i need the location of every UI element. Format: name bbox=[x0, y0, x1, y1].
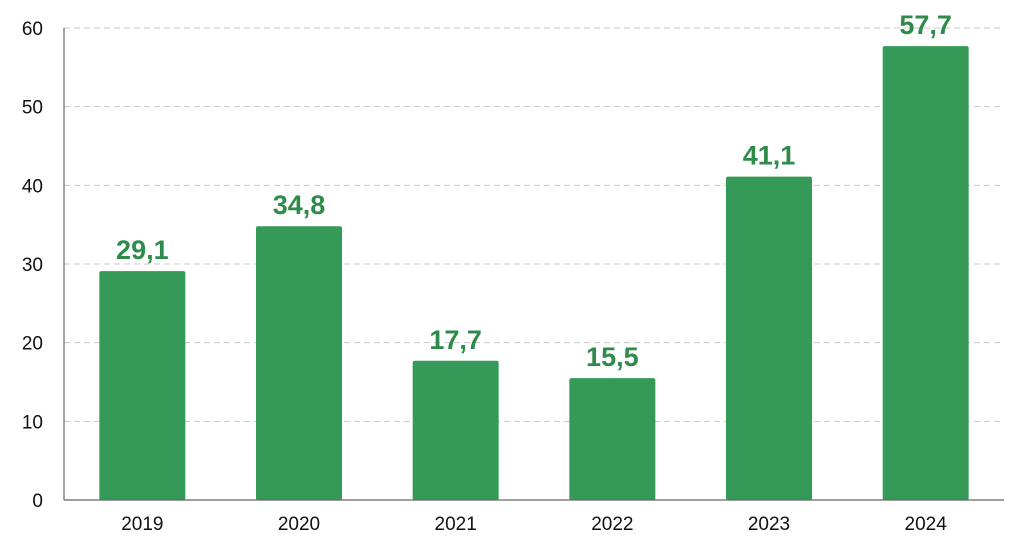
x-tick-label: 2022 bbox=[591, 514, 633, 535]
data-label: 41,1 bbox=[743, 141, 796, 171]
data-labels: 29,1 34,8 17,7 15,5 41,1 57,7 bbox=[116, 10, 952, 372]
x-tick-labels: 2019 2020 2021 2022 2023 2024 bbox=[121, 514, 947, 535]
bar-2019 bbox=[99, 271, 186, 500]
axes bbox=[63, 28, 1004, 501]
data-label: 15,5 bbox=[586, 342, 639, 372]
y-tick-label: 30 bbox=[22, 255, 43, 276]
x-tick-label: 2023 bbox=[748, 514, 790, 535]
x-tick-label: 2024 bbox=[905, 514, 948, 535]
bar-2021 bbox=[412, 360, 499, 500]
data-label: 17,7 bbox=[429, 325, 482, 355]
gridlines bbox=[64, 27, 1004, 422]
x-tick-label: 2020 bbox=[278, 514, 320, 535]
bar-2023 bbox=[726, 176, 812, 500]
y-tick-label: 0 bbox=[32, 491, 43, 512]
y-tick-label: 20 bbox=[22, 334, 43, 355]
data-label: 34,8 bbox=[273, 190, 326, 220]
bar-2020 bbox=[256, 226, 342, 501]
y-tick-label: 50 bbox=[22, 98, 43, 119]
bars bbox=[99, 46, 969, 501]
x-tick-label: 2019 bbox=[121, 514, 163, 535]
x-tick-label: 2021 bbox=[435, 514, 477, 535]
y-tick-label: 60 bbox=[22, 19, 43, 40]
data-label: 29,1 bbox=[116, 235, 169, 265]
bar-2024 bbox=[882, 46, 969, 501]
y-tick-label: 40 bbox=[22, 176, 43, 197]
bar-2022 bbox=[569, 378, 656, 500]
data-label: 57,7 bbox=[899, 10, 952, 40]
y-tick-label: 10 bbox=[22, 412, 43, 433]
y-tick-labels: 0 10 20 30 40 50 60 bbox=[22, 19, 43, 512]
